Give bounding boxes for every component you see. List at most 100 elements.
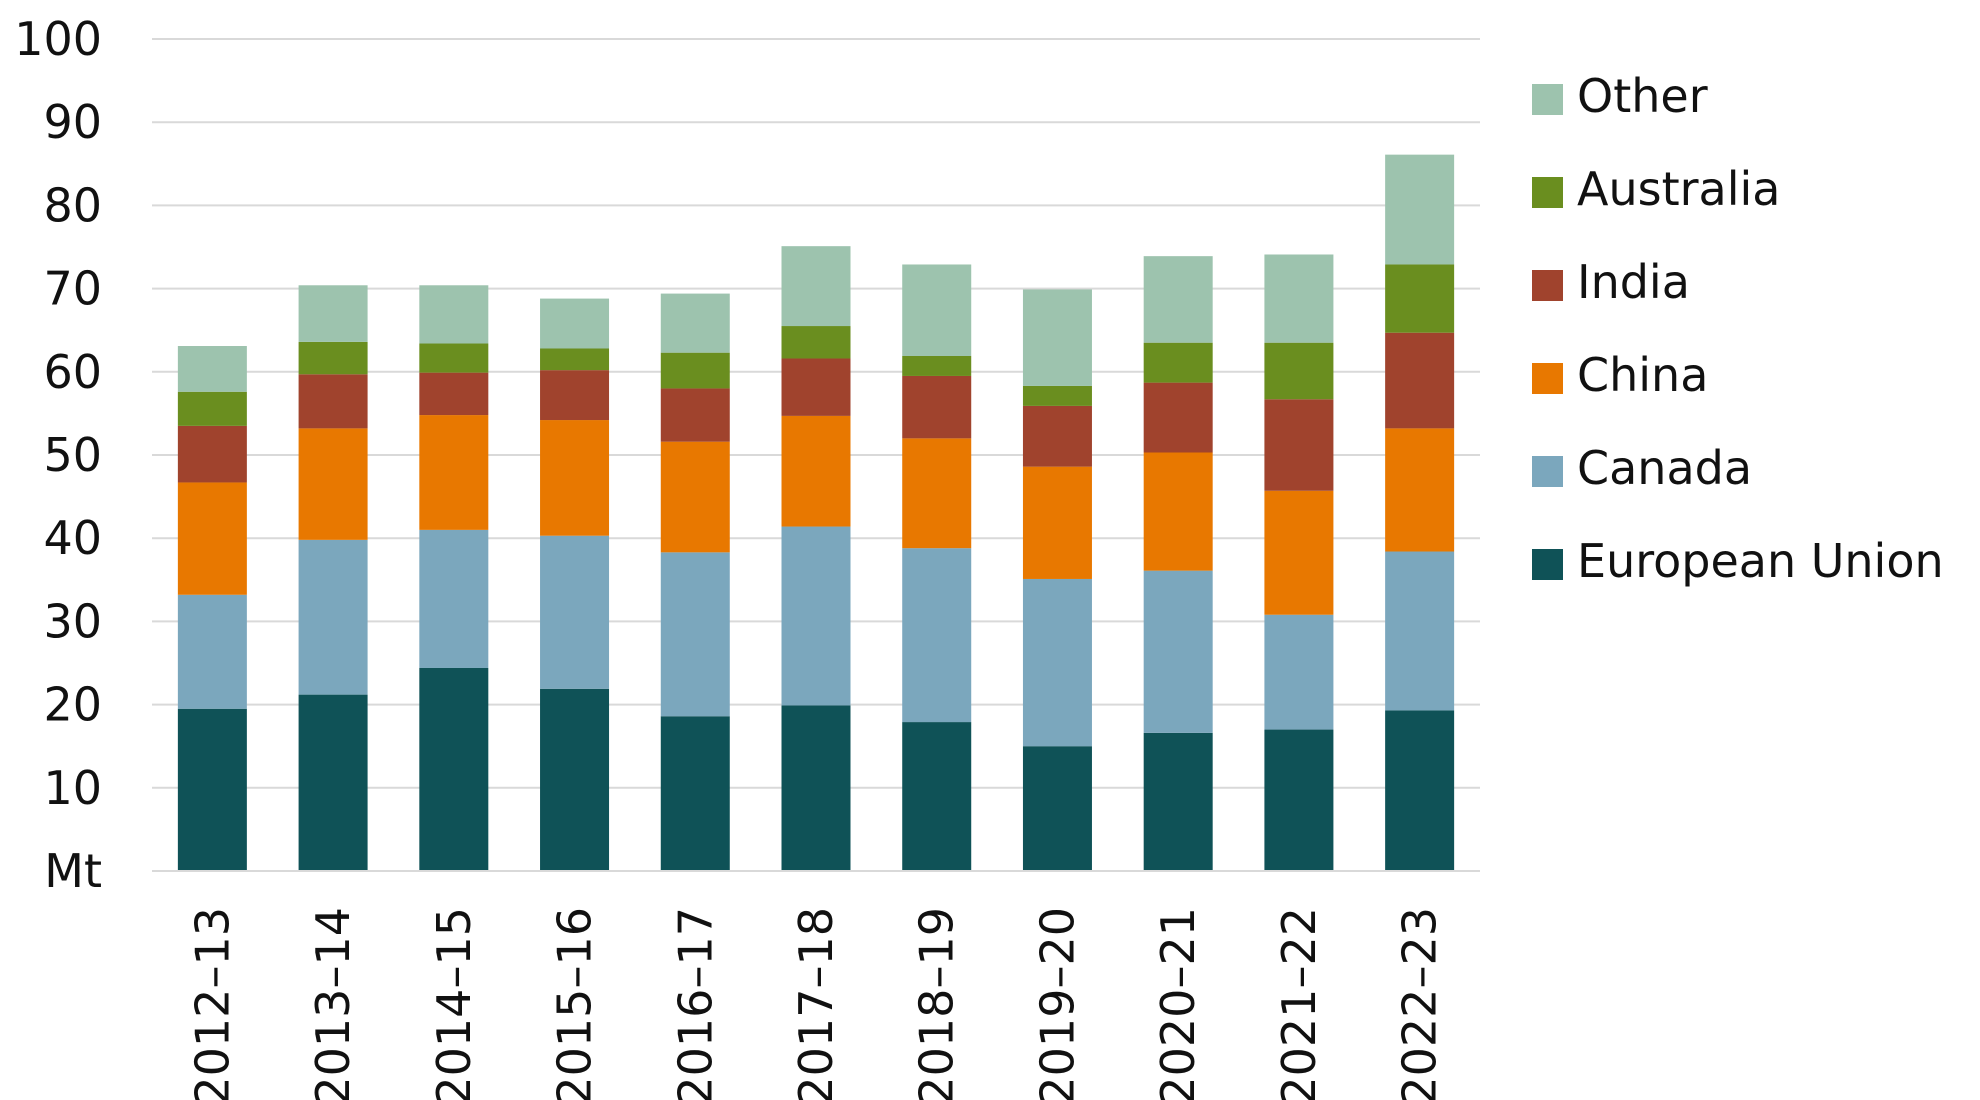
x-tick-label: 2013–14	[306, 907, 360, 1100]
bar-segment-india	[1143, 382, 1213, 453]
bar-segment-other	[177, 346, 247, 392]
bar-segment-european-union	[1022, 746, 1092, 871]
bar-segment-china	[781, 415, 851, 527]
bar-segment-canada	[902, 548, 972, 723]
bar-segment-china	[902, 438, 972, 549]
legend-label: China	[1577, 348, 1708, 402]
y-tick-label: 40	[43, 511, 102, 565]
bar-segment-australia	[902, 355, 972, 376]
y-tick-label: 20	[43, 678, 102, 732]
legend-swatch-india	[1532, 270, 1563, 301]
bar-segment-european-union	[1385, 710, 1455, 871]
x-tick-label: 2021–22	[1272, 907, 1326, 1100]
bar-segment-european-union	[660, 716, 730, 871]
y-tick-label: 30	[43, 594, 102, 648]
y-tick-label: 70	[43, 262, 102, 316]
bar-segment-india	[1264, 399, 1334, 491]
bar-segment-china	[298, 428, 368, 540]
bar-segment-european-union	[1143, 732, 1213, 871]
bar-segment-australia	[419, 343, 489, 373]
bar-segment-china	[540, 420, 610, 536]
bar-segment-china	[1264, 490, 1334, 615]
legend-swatch-australia	[1532, 177, 1563, 208]
bar-segment-european-union	[781, 705, 851, 871]
x-tick-label: 2014–15	[427, 907, 481, 1100]
bar-segment-india	[540, 370, 610, 421]
bar-segment-australia	[781, 326, 851, 359]
x-tick-label: 2020–21	[1151, 907, 1205, 1100]
bar-segment-india	[660, 388, 730, 442]
bar-segment-china	[1143, 452, 1213, 571]
y-tick-label: 90	[43, 95, 102, 149]
bar-segment-european-union	[298, 694, 368, 871]
bar-segment-canada	[781, 526, 851, 706]
bar-segment-china	[419, 415, 489, 530]
legend-label: Other	[1577, 69, 1708, 123]
bar-segment-other	[902, 264, 972, 356]
bar-segment-other	[1385, 154, 1455, 265]
bar-segment-india	[902, 375, 972, 439]
bar-segment-china	[1022, 466, 1092, 579]
bar-segment-other	[298, 285, 368, 342]
bar-segment-canada	[540, 535, 610, 689]
y-tick-label: 50	[43, 428, 102, 482]
bar-segment-australia	[177, 391, 247, 426]
bar-segment-other	[540, 298, 610, 349]
bar-segment-european-union	[902, 722, 972, 871]
y-tick-label: 100	[14, 12, 102, 66]
bar-segment-australia	[298, 341, 368, 375]
axes: 10 20 30 40 50 60 70 80 90 100 Mt 2012–13 2013–14 201…	[14, 12, 1480, 1100]
legend-label: Australia	[1577, 162, 1780, 216]
bar-segment-other	[1022, 289, 1092, 386]
bar-segment-other	[781, 246, 851, 327]
x-tick-label: 2016–17	[668, 907, 722, 1100]
bar-segment-china	[660, 441, 730, 553]
legend-label: European Union	[1577, 534, 1944, 588]
bars	[177, 154, 1455, 871]
x-tick-label: 2017–18	[789, 907, 843, 1100]
x-tick-label: 2018–19	[910, 907, 964, 1100]
legend-swatch-canada	[1532, 456, 1563, 487]
x-tick-label: 2022–23	[1393, 907, 1447, 1100]
bar-segment-china	[177, 482, 247, 595]
bar-segment-canada	[177, 594, 247, 709]
bar-segment-australia	[660, 352, 730, 389]
bar-segment-india	[419, 372, 489, 416]
legend-swatch-european-union	[1532, 549, 1563, 580]
bar-segment-other	[660, 293, 730, 353]
bar-segment-australia	[1022, 385, 1092, 406]
y-tick-label: 80	[43, 178, 102, 232]
bar-segment-european-union	[1264, 729, 1334, 871]
y-tick-label: 60	[43, 345, 102, 399]
bar-segment-china	[1385, 428, 1455, 552]
x-tick-label: 2015–16	[548, 907, 602, 1100]
legend-label: India	[1577, 255, 1690, 309]
bar-segment-canada	[1385, 551, 1455, 711]
bar-segment-india	[177, 425, 247, 483]
bar-segment-other	[1143, 256, 1213, 343]
x-tick-label: 2019–20	[1030, 907, 1084, 1100]
x-tick-label: 2012–13	[185, 907, 239, 1100]
bar-segment-canada	[1022, 578, 1092, 747]
bar-segment-australia	[1385, 264, 1455, 333]
bar-segment-india	[1022, 405, 1092, 467]
bar-segment-india	[298, 374, 368, 429]
bar-segment-european-union	[540, 688, 610, 871]
bar-segment-european-union	[419, 667, 489, 871]
bar-segment-india	[781, 358, 851, 416]
bar-segment-india	[1385, 332, 1455, 429]
bar-segment-australia	[1143, 342, 1213, 383]
y-tick-label: 10	[43, 761, 102, 815]
legend-swatch-other	[1532, 84, 1563, 115]
legend-label: Canada	[1577, 441, 1752, 495]
bar-segment-canada	[1264, 614, 1334, 730]
bar-segment-other	[1264, 254, 1334, 343]
bar-segment-canada	[660, 552, 730, 717]
legend: Other Australia India China Canada European U…	[1532, 69, 1944, 588]
bar-segment-european-union	[177, 708, 247, 871]
bar-segment-canada	[298, 539, 368, 695]
bar-segment-canada	[1143, 570, 1213, 733]
legend-swatch-china	[1532, 363, 1563, 394]
